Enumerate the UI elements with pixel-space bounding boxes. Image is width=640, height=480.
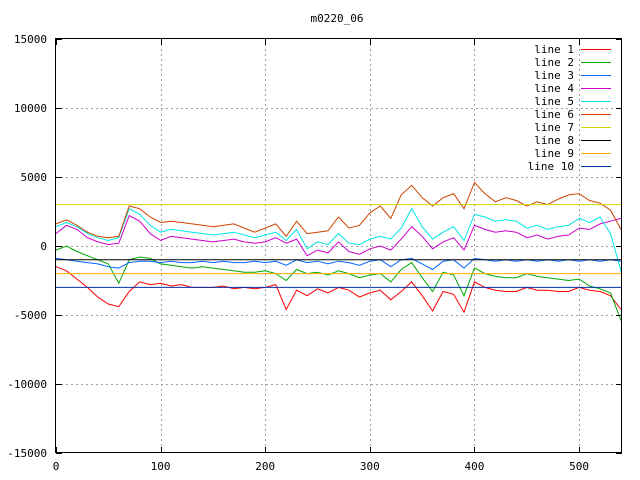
legend-label: line 9 <box>534 147 574 160</box>
x-tick-label: 0 <box>53 460 60 473</box>
y-tick-label: 0 <box>40 240 47 253</box>
legend-label: line 1 <box>534 43 574 56</box>
series-line <box>55 181 622 239</box>
y-tick-label: 15000 <box>14 33 47 46</box>
series-lines <box>55 181 622 321</box>
x-tick-label: 100 <box>151 460 171 473</box>
x-tick-label: 500 <box>569 460 589 473</box>
legend-label: line 3 <box>534 69 574 82</box>
series-line <box>55 207 622 271</box>
grid <box>56 39 622 453</box>
legend-label: line 4 <box>534 82 574 95</box>
series-line <box>55 214 622 257</box>
y-tick-label: 10000 <box>14 102 47 115</box>
y-tick-label: -15000 <box>7 447 47 460</box>
legend-label: line 7 <box>534 121 574 134</box>
legend-label: line 5 <box>534 95 574 108</box>
plot-frame <box>55 38 622 453</box>
y-tick-label: -10000 <box>7 378 47 391</box>
x-tick-label: 300 <box>360 460 380 473</box>
x-tick-label: 200 <box>255 460 275 473</box>
legend-label: line 8 <box>534 134 574 147</box>
axis-ticks: 0 100 200 300 400 500 -15000 -10000 -5000 0 5000 10… <box>7 33 622 473</box>
legend-label: line 10 <box>528 160 574 173</box>
y-tick-label: -5000 <box>14 309 47 322</box>
legend-label: line 6 <box>534 108 574 121</box>
y-tick-label: 5000 <box>21 171 48 184</box>
legend-label: line 2 <box>534 56 574 69</box>
chart-title: m0220_06 <box>311 12 364 25</box>
x-tick-label: 400 <box>465 460 485 473</box>
